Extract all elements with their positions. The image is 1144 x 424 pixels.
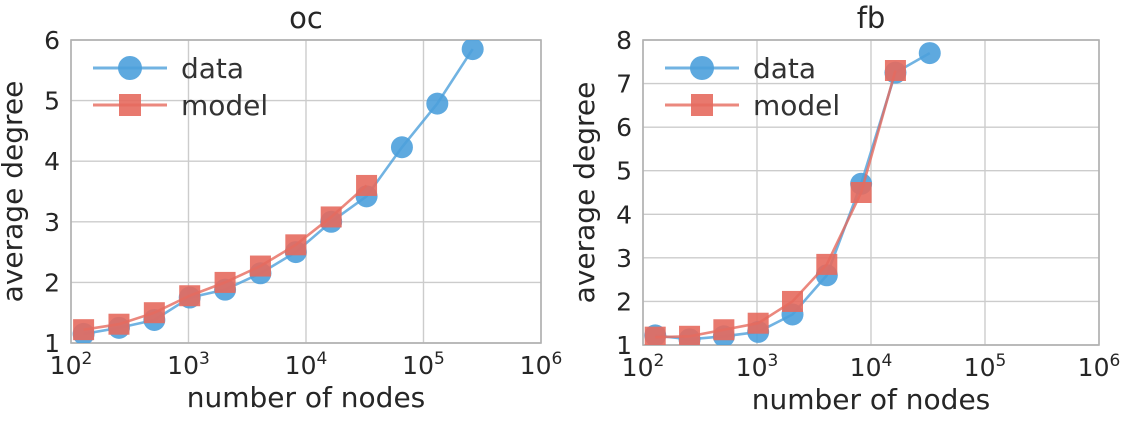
y-tick-label: 5 [616, 157, 632, 186]
y-axis-label: average degree [568, 82, 601, 304]
data-point-square [816, 253, 838, 275]
y-tick-label: 8 [616, 26, 632, 55]
data-point-square [884, 60, 906, 81]
data-point-square [179, 285, 201, 307]
series-line-data [83, 48, 474, 336]
y-tick-label: 4 [44, 147, 60, 176]
x-tick-label: 106 [520, 349, 563, 380]
y-tick-label: 5 [44, 87, 60, 116]
x-tick-label: 102 [622, 351, 665, 382]
x-tick-label: 103 [736, 351, 779, 382]
data-point-circle [390, 136, 413, 159]
axes-spines [642, 39, 1100, 346]
y-tick-label: 7 [616, 70, 632, 99]
y-tick-label: 3 [44, 208, 60, 237]
x-axis-label: number of nodes [752, 383, 991, 416]
data-point-square [679, 325, 701, 345]
data-point-circle [918, 42, 941, 65]
data-point-square [713, 319, 735, 341]
data-point-square [73, 319, 95, 341]
legend-marker-square [119, 94, 141, 116]
x-tick-label: 105 [964, 351, 1007, 382]
y-tick-label: 3 [616, 244, 632, 273]
y-tick-label: 1 [44, 329, 60, 358]
y-tick-label: 6 [616, 113, 632, 142]
data-point-square [747, 312, 769, 334]
x-tick-label: 104 [285, 349, 328, 380]
data-point-square [850, 182, 872, 203]
y-tick-label: 1 [616, 331, 632, 360]
legend-label-model: model [181, 89, 268, 122]
legend-marker-square [691, 94, 713, 116]
legend-marker-circle [118, 56, 142, 80]
data-point-square [356, 174, 378, 196]
data-point-square [214, 271, 236, 293]
x-tick-label: 103 [167, 349, 210, 380]
data-point-square [781, 290, 803, 312]
legend-label-model: model [753, 89, 840, 122]
series-group [644, 42, 941, 345]
x-tick-label: 104 [850, 351, 893, 382]
legend-label-data: data [181, 52, 244, 85]
data-point-circle [426, 92, 449, 115]
gridlines [70, 39, 542, 344]
data-point-square [320, 206, 342, 228]
x-tick-label: 105 [402, 349, 445, 380]
y-axis-label: average degree [0, 81, 29, 303]
x-axis-label: number of nodes [187, 381, 426, 414]
data-point-square [108, 313, 130, 335]
y-tick-label: 2 [616, 287, 632, 316]
chart-title: fb [857, 1, 886, 35]
chart-fb: 1 2 3 4 5 6 7 8 102 103 104 105 106 fb number of nodes… [568, 1, 1120, 416]
y-tick-label: 4 [616, 200, 632, 229]
axes-spines [70, 39, 542, 344]
legend-marker-circle [690, 56, 714, 80]
x-tick-label: 106 [1078, 351, 1121, 382]
data-point-circle [461, 40, 484, 61]
chart-title: oc [289, 1, 323, 35]
chart-oc: 1 2 3 4 5 6 102 103 104 105 106 oc number of nodes av… [0, 1, 562, 414]
y-tick-label: 2 [44, 268, 60, 297]
legend: data model [665, 52, 840, 122]
x-tick-label: 102 [50, 349, 93, 380]
legend-label-data: data [753, 52, 816, 85]
series-group [72, 40, 484, 343]
data-point-square [285, 234, 307, 256]
data-point-square [644, 326, 666, 345]
data-point-square [143, 302, 165, 324]
y-tick-label: 6 [44, 26, 60, 55]
data-point-square [249, 255, 271, 277]
legend: data model [93, 52, 268, 122]
